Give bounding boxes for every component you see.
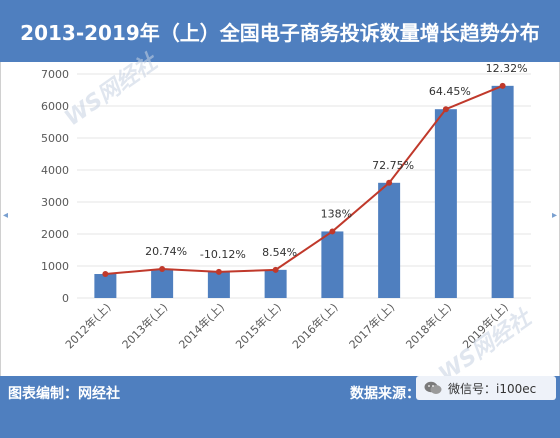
x-tick-label: 2016年(上) (289, 300, 340, 351)
data-label: 72.75% (372, 159, 414, 172)
x-tick-label: 2018年(上) (403, 300, 454, 351)
x-tick-label: 2012年(上) (62, 300, 113, 351)
y-tick-label: 4000 (41, 164, 69, 177)
growth-point (159, 266, 166, 273)
y-tick-label: 2000 (41, 228, 69, 241)
growth-point (272, 266, 279, 273)
left-edge-arrow-icon: ◂ (3, 210, 9, 221)
right-edge-arrow-icon: ▸ (551, 210, 557, 221)
y-tick-label: 7000 (41, 68, 69, 81)
footer-source-label: 数据来源： (350, 386, 420, 402)
growth-point (102, 271, 109, 277)
y-tick-label: 0 (62, 292, 69, 305)
data-label: 20.74% (145, 245, 187, 258)
chart-area: WS网经社 WS网经社 ◂ ▸ 0 1000 2000 3000 4000 5000 600… (0, 50, 560, 387)
wechat-icon (424, 381, 442, 394)
growth-point (215, 268, 222, 275)
growth-point (442, 106, 449, 113)
y-tick-label: 5000 (41, 132, 69, 145)
x-tick-label: 2017年(上) (346, 300, 397, 351)
data-label: 12.32% (486, 62, 528, 75)
x-tick-label: 2013年(上) (119, 300, 170, 351)
bar (94, 274, 117, 298)
data-label: 138% (321, 207, 352, 220)
footer-credit: 图表编制：网经社 (8, 386, 120, 402)
bar (151, 269, 174, 298)
growth-point (386, 179, 393, 186)
footer-source: 数据来源： (350, 383, 420, 403)
bar (321, 231, 344, 298)
chart-title-banner: 2013-2019年（上）全国电子商务投诉数量增长趋势分布 (0, 0, 560, 62)
y-tick-label: 6000 (41, 100, 69, 113)
x-tick-label: 2015年(上) (232, 300, 283, 351)
wechat-label: 微信号：i100ec (448, 381, 537, 396)
y-tick-label: 3000 (41, 196, 69, 209)
wechat-badge: 微信号：i100ec (416, 376, 556, 400)
bar (378, 182, 401, 298)
data-label: -10.12% (200, 248, 246, 261)
growth-line (105, 84, 504, 275)
y-tick-label: 1000 (41, 260, 69, 273)
data-label: 8.54% (262, 246, 297, 259)
growth-point (329, 228, 336, 235)
growth-point (499, 82, 506, 89)
bar (264, 269, 287, 298)
x-tick-label: 2014年(上) (176, 300, 227, 351)
bar (434, 109, 457, 298)
trend-chart: 0 1000 2000 3000 4000 5000 6000 7000 20.74% -10.1… (41, 62, 531, 352)
data-label: 64.45% (429, 85, 471, 98)
bar (207, 271, 230, 298)
bar (491, 85, 514, 298)
footer-banner: 图表编制：网经社 数据来源： 微信号：i100ec (0, 376, 560, 438)
page-title: 2013-2019年（上）全国电子商务投诉数量增长趋势分布 (20, 20, 540, 45)
